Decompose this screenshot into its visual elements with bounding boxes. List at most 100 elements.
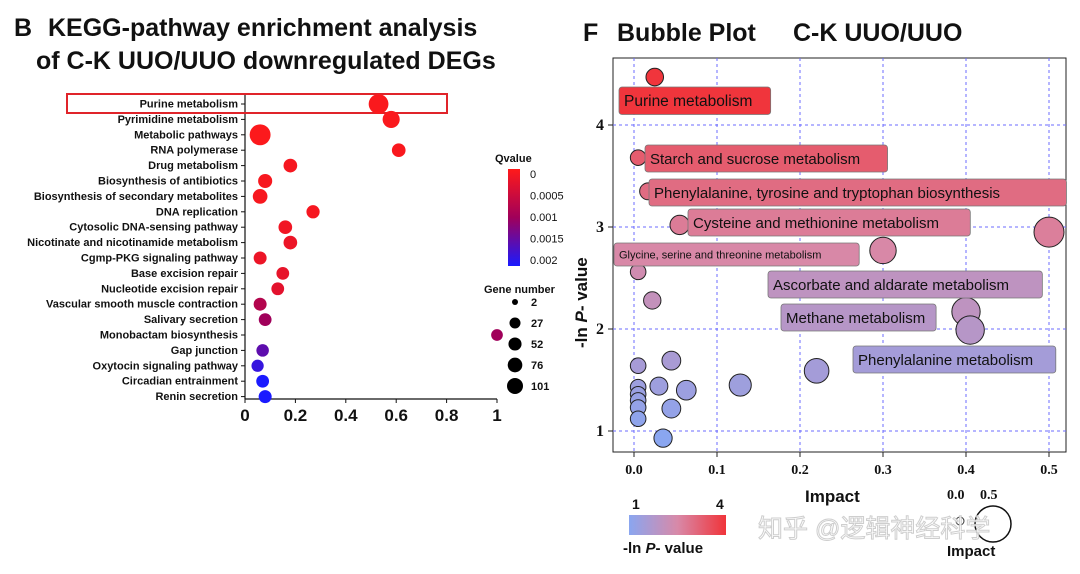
colorbar-max-label: 4 [716, 496, 724, 512]
bubble-x-tick-label: 0.4 [957, 463, 975, 478]
bubble-label-box [644, 144, 888, 173]
gene-legend-label: 52 [531, 339, 543, 351]
size-legend-label: Impact [947, 543, 995, 560]
bubble-xlabel: Impact [805, 487, 860, 506]
bubble [629, 357, 647, 375]
b-dot [252, 189, 268, 204]
qvalue-legend-title: Qvalue [495, 153, 532, 165]
bubble [653, 428, 673, 448]
b-x-tick-label: 0.4 [334, 406, 358, 425]
panel-b-letter: B [14, 14, 32, 42]
bubble [955, 315, 985, 345]
b-dot [276, 267, 290, 280]
panel-f-letter: F [583, 19, 598, 47]
bubble-label: Glycine, serine and threonine metabolism [619, 249, 821, 261]
bubble-label: Cysteine and methionine metabolism [693, 215, 939, 232]
bubble-y-tick-label: 2 [596, 321, 604, 338]
colorbar-min-label: 1 [632, 496, 640, 512]
gene-legend-dot [508, 337, 522, 351]
b-x-tick-label: 0.8 [435, 406, 459, 425]
bubble [1033, 216, 1065, 248]
bubble-plot-frame [612, 57, 1067, 453]
b-category-label: Monobactam biosynthesis [100, 330, 238, 342]
b-category-label: Biosynthesis of antibiotics [98, 176, 238, 188]
bubble [669, 214, 690, 236]
bubble-x-tick-label: 0.2 [791, 463, 809, 478]
bubble-x-tick-label: 0.5 [1040, 463, 1058, 478]
bubble-x-tick-label: 0.1 [708, 463, 726, 478]
b-category-label: Metabolic pathways [134, 129, 238, 141]
bubble-x-tick-label: 0.0 [625, 463, 643, 478]
gene-legend-dot [507, 378, 523, 394]
gene-number-legend-title: Gene number [484, 284, 556, 296]
bubble [661, 350, 682, 371]
bubble [629, 410, 647, 428]
qvalue-colorbar [508, 169, 520, 266]
gene-legend-dot [512, 299, 518, 305]
bubble-label: Phenylalanine metabolism [858, 352, 1033, 369]
b-dot [491, 329, 503, 341]
qvalue-tick-label: 0.0015 [530, 234, 564, 246]
gene-legend-label: 76 [531, 360, 543, 372]
b-dot [382, 110, 400, 128]
b-category-label: RNA polymerase [150, 145, 238, 157]
bubble [803, 358, 830, 384]
b-dot [251, 359, 264, 372]
bubble-label: Phenylalanine, tyrosine and tryptophan b… [654, 185, 1000, 202]
panel-b-title-line1: KEGG-pathway enrichment analysis [48, 14, 477, 42]
bubble [661, 398, 682, 419]
bubble [675, 379, 697, 401]
qvalue-tick-label: 0 [530, 169, 536, 181]
bubble-label-box [613, 242, 860, 267]
b-dot [258, 173, 273, 189]
bubble-label: Ascorbate and aldarate metabolism [773, 277, 1009, 294]
b-category-label: Drug metabolism [148, 160, 238, 172]
b-category-label: Gap junction [171, 345, 239, 357]
bubble-label-box [648, 178, 1067, 207]
b-x-tick-label: 0 [240, 406, 249, 425]
b-category-label: Nicotinate and nicotinamide metabolism [27, 237, 238, 249]
b-dot [249, 124, 271, 146]
bubble-y-tick-label: 1 [596, 423, 604, 440]
b-dot [306, 205, 320, 219]
b-x-tick-label: 1 [492, 406, 501, 425]
pvalue-colorbar [629, 515, 726, 535]
size-legend-tick-0: 0.0 [947, 488, 965, 503]
gene-number-legend: 2 27 52 76 101 [507, 297, 549, 394]
b-dot [253, 297, 267, 311]
b-dot [283, 158, 298, 173]
qvalue-ticks: 0 0.0005 0.001 0.0015 0.002 [530, 169, 564, 267]
b-dot [278, 220, 293, 235]
b-dot [256, 344, 269, 357]
gene-legend-label: 101 [531, 381, 549, 393]
gene-legend-dot [509, 317, 521, 329]
b-category-label: Base excision repair [131, 268, 239, 280]
b-dot [271, 282, 285, 296]
watermark: 知乎 @逻辑神经科学 [758, 515, 990, 543]
b-dot [256, 374, 270, 388]
bubble-ylabel: -ln P- value [572, 257, 591, 348]
bubble [728, 373, 752, 397]
highlight-box [66, 93, 448, 114]
bubble-y-tick-label: 4 [596, 117, 604, 134]
bubble-label: Starch and sucrose metabolism [650, 151, 860, 168]
bubble [629, 263, 647, 281]
bubble-label-box [852, 345, 1057, 374]
qvalue-tick-label: 0.001 [530, 212, 558, 224]
bubble-label: Purine metabolism [624, 93, 752, 110]
bubble [649, 376, 669, 396]
b-x-tick-label: 0.6 [384, 406, 408, 425]
b-x-tick-label: 0.2 [284, 406, 308, 425]
gene-legend-label: 27 [531, 318, 543, 330]
b-category-label: DNA replication [156, 206, 238, 218]
bubble-x-tick-label: 0.3 [874, 463, 892, 478]
b-dot [391, 143, 406, 158]
b-dot [258, 313, 272, 326]
bubble-label-box [618, 86, 772, 115]
b-dot [258, 390, 272, 404]
b-dot [368, 94, 389, 114]
b-category-label: Pyrimidine metabolism [118, 114, 239, 126]
bubble-label-box [767, 270, 1043, 299]
panel-b-title-line2: of C-K UUO/UUO downregulated DEGs [36, 47, 496, 75]
